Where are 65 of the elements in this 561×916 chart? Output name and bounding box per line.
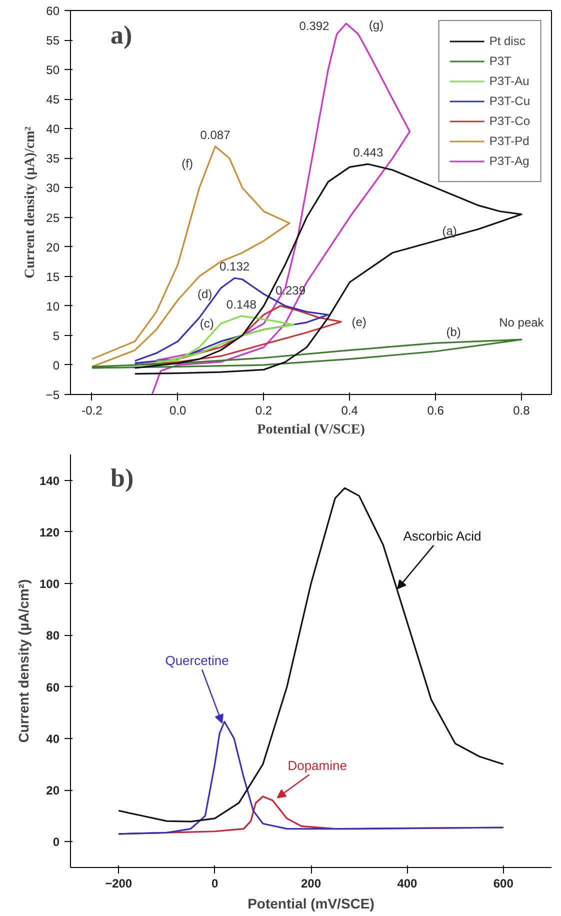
- chart-title: a): [110, 20, 132, 50]
- x-tick-label: 400: [397, 876, 418, 890]
- x-tick-label: 0.2: [255, 404, 272, 418]
- line-series: [91, 338, 522, 369]
- y-tick-label: 50: [46, 63, 60, 78]
- x-tick-label: 0.0: [170, 404, 187, 418]
- y-tick-label: 40: [46, 122, 60, 136]
- annotation: Ascorbic Acid: [403, 528, 482, 544]
- annotation: No peak: [499, 316, 545, 330]
- y-tick-label: −5: [46, 388, 60, 402]
- annotation: (b): [446, 325, 461, 340]
- y-tick-label: 30: [46, 181, 60, 196]
- legend-label: P3T-Cu: [489, 94, 530, 108]
- legend-label: P3T-Ag: [489, 154, 530, 168]
- line-series: [134, 277, 329, 364]
- legend-label: P3T-Co: [489, 114, 530, 128]
- y-tick-label: 25: [46, 210, 60, 225]
- y-tick-label: 5: [52, 328, 60, 343]
- annotation: (g): [368, 18, 384, 32]
- annotation: 0.148: [226, 297, 257, 312]
- y-tick-label: 140: [39, 474, 60, 488]
- y-tick-label: 15: [46, 270, 60, 284]
- annotation: 0.443: [353, 146, 384, 160]
- annotation: Dopamine: [288, 758, 347, 773]
- y-tick-label: 120: [39, 525, 60, 540]
- annotation: (f): [182, 156, 194, 171]
- x-tick-label: 0.4: [341, 404, 358, 418]
- chart-title: b): [110, 464, 134, 492]
- x-tick-label: -0.2: [82, 404, 103, 418]
- annotation: 0.392: [299, 18, 330, 33]
- y-tick-label: 10: [46, 299, 60, 314]
- legend-label: Pt disc: [489, 34, 526, 48]
- y-axis-title: Current density (µA)/cm²: [22, 126, 38, 278]
- x-tick-label: 200: [300, 876, 322, 890]
- x-axis-title: Potential (V/SCE): [257, 422, 366, 438]
- annotation: (d): [197, 287, 212, 302]
- annotation: Quercetine: [165, 652, 229, 668]
- annotation: 0.087: [200, 128, 231, 142]
- y-tick-label: 60: [46, 680, 60, 694]
- annotation: (a): [442, 224, 457, 238]
- annotation: 0.132: [220, 260, 250, 274]
- line-series: [156, 315, 295, 364]
- x-tick-label: −200: [105, 876, 132, 890]
- x-tick-label: 0: [211, 876, 218, 890]
- y-tick-label: 80: [46, 628, 60, 643]
- y-tick-label: 55: [46, 34, 60, 48]
- x-axis-title: Potential (mV/SCE): [248, 896, 374, 912]
- x-tick-label: 0.6: [427, 404, 444, 418]
- legend-label: P3T: [489, 54, 512, 68]
- annotation: (c): [200, 316, 214, 331]
- y-tick-label: 0: [52, 835, 60, 850]
- y-tick-label: 0: [52, 358, 60, 372]
- legend-label: P3T-Pd: [489, 134, 530, 148]
- y-axis-title: Current density (µA/cm²): [15, 579, 32, 743]
- x-tick-label: 0.8: [513, 404, 530, 418]
- y-tick-label: 20: [46, 784, 60, 798]
- x-tick-label: 600: [493, 876, 514, 890]
- annotation: (e): [352, 314, 366, 329]
- y-tick-label: 60: [46, 4, 60, 18]
- legend-label: P3T-Au: [489, 74, 530, 88]
- y-tick-label: 35: [46, 152, 60, 166]
- y-tick-label: 100: [39, 577, 60, 592]
- y-tick-label: 40: [46, 732, 60, 746]
- y-tick-label: 45: [46, 92, 60, 107]
- y-tick-label: 20: [46, 240, 60, 254]
